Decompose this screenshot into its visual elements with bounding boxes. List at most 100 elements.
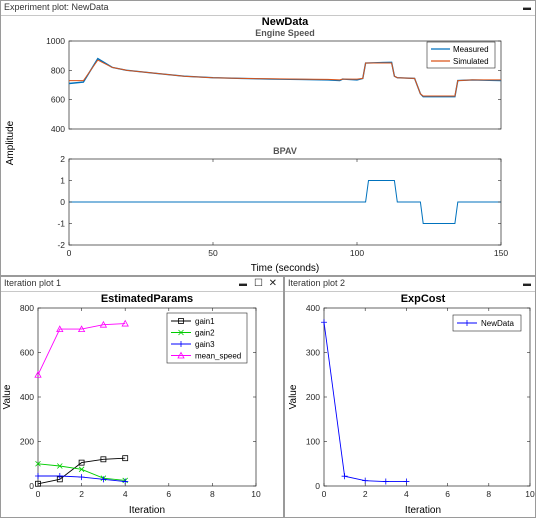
y-tick-label: 100 bbox=[306, 437, 320, 447]
x-tick-label: 150 bbox=[494, 248, 508, 258]
data-point-mean-speed bbox=[99, 320, 108, 328]
y-tick-label: 400 bbox=[51, 124, 65, 134]
x-tick-label: 2 bbox=[79, 489, 84, 499]
panel-titlebar: Experiment plot: NewData ▬ bbox=[1, 1, 535, 16]
legend-label-gain1: gain1 bbox=[195, 317, 215, 326]
estimated-params-legend: gain1 gain2 gain3 mean_speed bbox=[166, 312, 248, 364]
exp-cost-figure: ExpCost 0 100 200 300 400 0 2 4 6 8 10 NewData Val… bbox=[288, 293, 535, 516]
data-point-mean-speed bbox=[77, 325, 86, 333]
y-tick-label: 400 bbox=[20, 392, 34, 402]
figure-title: NewData bbox=[262, 16, 309, 28]
data-point-gain3 bbox=[78, 474, 85, 481]
y-tick-label: 2 bbox=[60, 154, 65, 164]
exp-cost-ticks: 0 100 200 300 400 0 2 4 6 8 10 bbox=[306, 303, 535, 499]
data-point-gain3 bbox=[35, 472, 41, 479]
y-tick-label: 1000 bbox=[46, 36, 65, 46]
x-tick-label: 8 bbox=[210, 489, 215, 499]
exp-cost-legend: NewData bbox=[452, 314, 522, 332]
data-point-gain3 bbox=[100, 476, 107, 483]
estimated-params-ticks: 0 200 400 600 800 0 2 4 6 8 10 bbox=[20, 303, 261, 499]
close-icon[interactable]: ✕ bbox=[268, 278, 277, 289]
y-tick-label: -2 bbox=[57, 240, 65, 250]
minimize-icon[interactable]: ▬ bbox=[523, 3, 531, 12]
data-point-mean-speed bbox=[121, 319, 129, 327]
legend-measured-label: Measured bbox=[453, 45, 489, 54]
legend-marker-gain2 bbox=[178, 329, 184, 336]
legend-label-gain2: gain2 bbox=[195, 329, 215, 338]
series-line-gain1 bbox=[37, 457, 126, 485]
x-tick-label: 50 bbox=[208, 248, 218, 258]
estimated-params-plot-area bbox=[34, 319, 129, 487]
data-point-gain2 bbox=[57, 463, 63, 469]
y-tick-label: 400 bbox=[306, 303, 320, 313]
data-point-gain1 bbox=[100, 456, 107, 463]
x-tick-label: 10 bbox=[251, 489, 261, 499]
bpav-plot-area bbox=[69, 180, 501, 224]
x-tick-label: 6 bbox=[445, 489, 450, 499]
bpav-x-ticks: 0 50 100 150 bbox=[67, 159, 508, 258]
panel-titlebar: Iteration plot 1 ▬ ☐ ✕ bbox=[1, 277, 283, 292]
panel-title: Iteration plot 2 bbox=[288, 278, 346, 288]
data-point-gain2 bbox=[35, 460, 41, 467]
data-point-newdata bbox=[382, 478, 389, 485]
data-point-newdata bbox=[362, 477, 369, 484]
engine-speed-y-ticks: 400 600 800 1000 bbox=[46, 36, 501, 134]
y-tick-label: 0 bbox=[315, 481, 320, 491]
data-point-newdata bbox=[321, 319, 327, 326]
x-tick-label: 100 bbox=[350, 248, 364, 258]
y-tick-label: 600 bbox=[51, 95, 65, 105]
y-tick-label: 600 bbox=[20, 348, 34, 358]
engine-speed-plot-area bbox=[68, 57, 502, 98]
legend-label-newdata: NewData bbox=[481, 319, 514, 328]
legend-marker-mean-speed bbox=[177, 351, 185, 359]
minimize-icon[interactable]: ▬ bbox=[239, 279, 247, 288]
data-point-gain1 bbox=[122, 455, 129, 462]
series-line-mean-speed bbox=[37, 323, 126, 375]
legend-box bbox=[452, 314, 522, 332]
x-tick-label: 0 bbox=[36, 489, 41, 499]
experiment-plot-panel: Experiment plot: NewData ▬ NewData Engin… bbox=[0, 0, 536, 276]
x-tick-label: 4 bbox=[404, 489, 409, 499]
y-tick-label: 1 bbox=[60, 176, 65, 186]
x-axis-label: Iteration bbox=[129, 505, 165, 516]
data-point-gain2 bbox=[78, 466, 85, 473]
y-axis-label: Amplitude bbox=[5, 120, 16, 165]
legend-label-gain3: gain3 bbox=[195, 340, 215, 349]
legend-entries: gain1 gain2 gain3 mean_speed bbox=[171, 317, 241, 361]
data-point-mean-speed bbox=[34, 370, 42, 378]
estimated-params-figure: EstimatedParams 0 200 400 600 800 0 2 4 6 8 10 gai… bbox=[2, 293, 261, 516]
panel-title: Experiment plot: NewData bbox=[4, 2, 109, 12]
engine-speed-legend: Measured Simulated bbox=[426, 41, 496, 69]
x-tick-label: 2 bbox=[363, 489, 368, 499]
series-line-simulated bbox=[69, 59, 501, 97]
legend-label-mean-speed: mean_speed bbox=[195, 352, 241, 361]
y-tick-label: 800 bbox=[20, 303, 34, 313]
data-point-gain3 bbox=[56, 472, 63, 479]
panel-title: Iteration plot 1 bbox=[4, 278, 62, 288]
y-tick-label: 0 bbox=[29, 481, 34, 491]
legend-simulated-label: Simulated bbox=[453, 57, 489, 66]
data-point-mean-speed bbox=[56, 325, 64, 333]
legend-marker-newdata bbox=[464, 320, 470, 326]
bpav-y-ticks: -2 -1 0 1 2 bbox=[57, 154, 501, 250]
bpav-series-line bbox=[69, 180, 501, 224]
x-axis-label: Iteration bbox=[405, 505, 441, 516]
panel-titlebar: Iteration plot 2 ▬ bbox=[285, 277, 535, 292]
x-tick-label: 6 bbox=[166, 489, 171, 499]
legend-box bbox=[426, 41, 496, 69]
iteration-plot-2-panel: Iteration plot 2 ▬ ExpCost 0 100 200 300 400… bbox=[284, 276, 536, 518]
y-axis-label: Value bbox=[288, 384, 299, 409]
data-point-gain1 bbox=[78, 459, 85, 466]
x-tick-label: 8 bbox=[486, 489, 491, 499]
x-tick-label: 0 bbox=[67, 248, 72, 258]
axes-exp-cost bbox=[323, 307, 531, 487]
maximize-icon[interactable]: ☐ bbox=[254, 278, 263, 289]
minimize-icon[interactable]: ▬ bbox=[523, 279, 531, 288]
iteration-plot-1-panel: Iteration plot 1 ▬ ☐ ✕ EstimatedParams 0… bbox=[0, 276, 284, 518]
y-tick-label: 200 bbox=[20, 437, 34, 447]
y-tick-label: 300 bbox=[306, 348, 320, 358]
chart-title: EstimatedParams bbox=[101, 293, 193, 305]
y-axis-label: Value bbox=[2, 384, 13, 409]
y-tick-label: 0 bbox=[60, 197, 65, 207]
